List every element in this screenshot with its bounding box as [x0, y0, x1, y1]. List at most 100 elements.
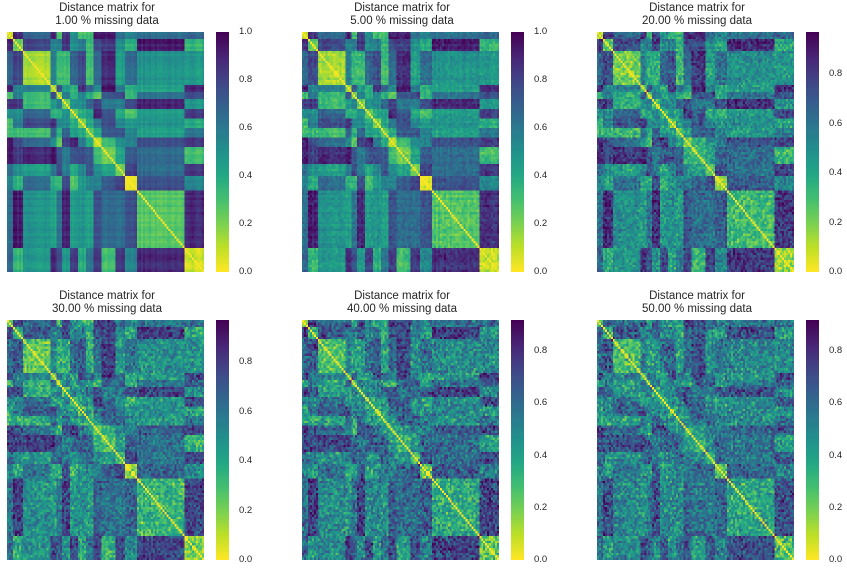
heatmap-cell: [123, 56, 125, 58]
heatmap-cell: [82, 82, 84, 84]
heatmap-cell: [174, 109, 176, 111]
heatmap-cell: [72, 70, 74, 72]
heatmap-cell: [86, 80, 88, 82]
heatmap-cell: [92, 123, 94, 125]
heatmap-cell: [184, 150, 186, 152]
heatmap-cell: [143, 85, 145, 87]
heatmap-cell: [92, 140, 94, 142]
heatmap-cell: [127, 87, 129, 89]
heatmap-cell: [131, 94, 133, 96]
heatmap-cell: [117, 111, 119, 113]
heatmap-cell: [62, 39, 64, 41]
heatmap-cell: [88, 42, 90, 44]
heatmap-cell: [39, 73, 41, 75]
heatmap-cell: [29, 56, 31, 58]
heatmap-cell: [37, 44, 39, 46]
heatmap-cell: [86, 150, 88, 152]
heatmap-cell: [86, 39, 88, 41]
heatmap-cell: [149, 75, 151, 77]
heatmap-cell: [39, 133, 41, 135]
heatmap-cell: [27, 56, 29, 58]
heatmap-cell: [9, 46, 11, 48]
heatmap-cell: [78, 42, 80, 44]
heatmap-cell: [50, 142, 52, 144]
heatmap-cell: [100, 142, 102, 144]
heatmap-cell: [98, 142, 100, 144]
heatmap-cell: [141, 63, 143, 65]
heatmap-cell: [39, 140, 41, 142]
heatmap-cell: [74, 126, 76, 128]
heatmap-cell: [127, 42, 129, 44]
heatmap-cell: [74, 138, 76, 140]
heatmap-cell: [15, 34, 17, 36]
heatmap-cell: [174, 99, 176, 101]
heatmap-cell: [39, 130, 41, 132]
heatmap-cell: [196, 63, 198, 65]
heatmap-cell: [133, 126, 135, 128]
heatmap-cell: [80, 97, 82, 99]
heatmap-cell: [74, 78, 76, 80]
heatmap-cell: [15, 94, 17, 96]
heatmap-cell: [39, 97, 41, 99]
heatmap-cell: [13, 61, 15, 63]
heatmap-cell: [157, 135, 159, 137]
heatmap-cell: [74, 58, 76, 60]
heatmap-cell: [33, 80, 35, 82]
heatmap-cell: [31, 140, 33, 142]
heatmap-cell: [184, 61, 186, 63]
heatmap-cell: [19, 82, 21, 84]
heatmap-cell: [33, 34, 35, 36]
heatmap-cell: [31, 121, 33, 123]
heatmap-cell: [98, 94, 100, 96]
heatmap-cell: [19, 61, 21, 63]
heatmap-cell: [172, 51, 174, 53]
heatmap-cell: [106, 51, 108, 53]
heatmap-cell: [19, 123, 21, 125]
heatmap-cell: [117, 118, 119, 120]
heatmap-cell: [153, 78, 155, 80]
heatmap-cell: [25, 123, 27, 125]
heatmap-cell: [48, 114, 50, 116]
heatmap-cell: [111, 58, 113, 60]
heatmap-cell: [192, 94, 194, 96]
heatmap-cell: [107, 78, 109, 80]
heatmap-cell: [50, 145, 52, 147]
heatmap-cell: [56, 75, 58, 77]
heatmap-cell: [106, 126, 108, 128]
heatmap-cell: [171, 109, 173, 111]
heatmap-cell: [29, 114, 31, 116]
heatmap-cell: [153, 94, 155, 96]
heatmap-cell: [46, 133, 48, 135]
heatmap-cell: [194, 68, 196, 70]
heatmap-cell: [96, 63, 98, 65]
heatmap-cell: [90, 73, 92, 75]
heatmap-cell: [143, 37, 145, 39]
heatmap-cell: [19, 126, 21, 128]
heatmap-cell: [92, 128, 94, 130]
heatmap-cell: [50, 70, 52, 72]
heatmap-cell: [52, 49, 54, 51]
heatmap-cell: [84, 135, 86, 137]
heatmap-cell: [23, 90, 25, 92]
heatmap-cell: [66, 97, 68, 99]
heatmap-cell: [182, 142, 184, 144]
heatmap-cell: [143, 75, 145, 77]
heatmap-cell: [80, 56, 82, 58]
heatmap-cell: [84, 140, 86, 142]
heatmap-cell: [123, 106, 125, 108]
heatmap-cell: [94, 42, 96, 44]
heatmap-cell: [111, 106, 113, 108]
heatmap-cell: [121, 82, 123, 84]
heatmap-cell: [200, 34, 202, 36]
heatmap-cell: [129, 94, 131, 96]
heatmap-cell: [161, 39, 163, 41]
heatmap-cell: [198, 80, 200, 82]
heatmap-cell: [137, 128, 139, 130]
heatmap-cell: [11, 87, 13, 89]
heatmap-cell: [66, 99, 68, 101]
heatmap-cell: [169, 128, 171, 130]
heatmap-cell: [109, 42, 111, 44]
heatmap-cell: [27, 92, 29, 94]
heatmap-cell: [27, 104, 29, 106]
heatmap-cell: [82, 97, 84, 99]
